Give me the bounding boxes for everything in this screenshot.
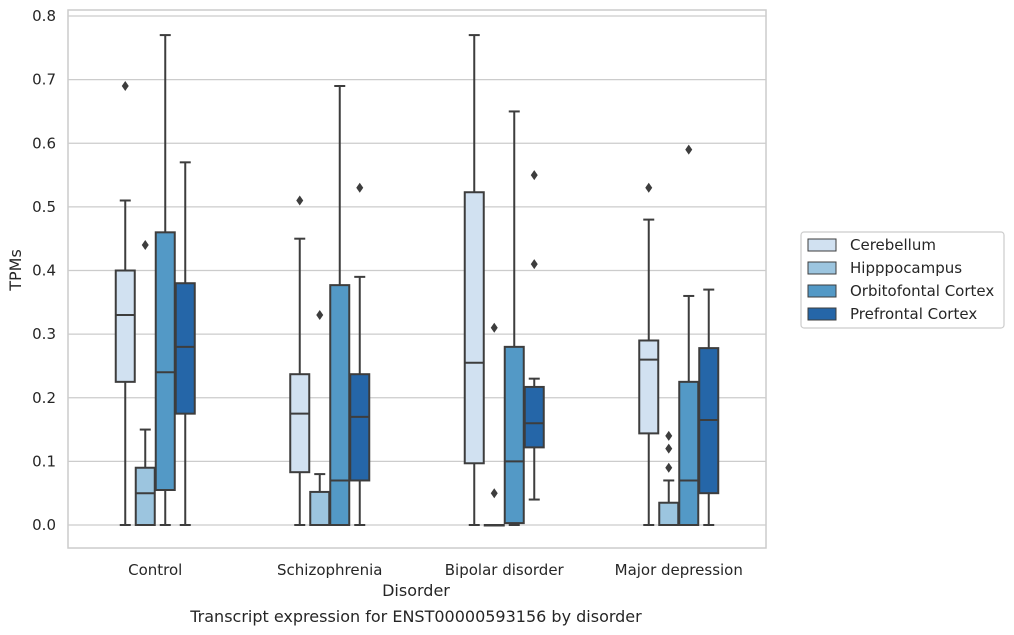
box bbox=[154, 231, 176, 492]
y-tick-label: 0.6 bbox=[32, 134, 56, 152]
x-axis-ticks: Control Schizophrenia Bipolar disorder Majo… bbox=[128, 561, 743, 579]
y-tick-label: 0.4 bbox=[32, 262, 56, 280]
plot-frame bbox=[67, 9, 767, 549]
box-orbitofontal-cortex bbox=[503, 110, 525, 526]
box bbox=[638, 339, 660, 435]
y-tick-label: 0.5 bbox=[32, 198, 56, 216]
box bbox=[289, 373, 311, 474]
legend-swatch bbox=[807, 284, 837, 298]
outlier-point bbox=[490, 488, 498, 499]
x-tick-label: Control bbox=[128, 561, 182, 579]
outlier-point bbox=[356, 182, 364, 193]
outlier-point bbox=[141, 240, 149, 251]
box-prefrontal-cortex bbox=[698, 288, 720, 526]
box bbox=[174, 282, 196, 415]
box bbox=[503, 345, 525, 525]
y-tick-label: 0.2 bbox=[32, 389, 56, 407]
y-tick-label: 0.3 bbox=[32, 325, 56, 343]
box bbox=[329, 284, 351, 527]
box bbox=[523, 385, 545, 449]
box-prefrontal-cortex bbox=[523, 170, 545, 501]
box bbox=[114, 269, 136, 383]
outlier-point bbox=[530, 170, 538, 181]
chart-caption: Transcript expression for ENST0000059315… bbox=[189, 607, 642, 626]
y-axis-label: TPMs bbox=[6, 249, 25, 292]
legend-label: Prefrontal Cortex bbox=[850, 305, 977, 323]
y-axis-ticks: 0.0 0.1 0.2 0.3 0.4 0.5 0.6 0.7 0.8 bbox=[32, 7, 56, 534]
box-orbitofontal-cortex bbox=[329, 84, 351, 527]
outlier-point bbox=[665, 443, 673, 454]
outlier-point bbox=[316, 310, 324, 321]
box-orbitofontal-cortex bbox=[154, 34, 176, 526]
x-tick-label: Schizophrenia bbox=[277, 561, 382, 579]
box bbox=[678, 380, 700, 526]
box bbox=[134, 466, 156, 526]
outlier-point bbox=[685, 144, 693, 155]
x-tick-label: Bipolar disorder bbox=[445, 561, 565, 579]
box-cerebellum bbox=[114, 80, 136, 526]
box bbox=[349, 373, 371, 482]
x-tick-label: Major depression bbox=[615, 561, 743, 579]
outlier-point bbox=[665, 430, 673, 441]
y-tick-label: 0.1 bbox=[32, 452, 56, 470]
legend-label: Orbitofontal Cortex bbox=[850, 282, 994, 300]
box bbox=[463, 191, 485, 465]
legend: Cerebellum Hipppocampus Orbitofontal Corte… bbox=[800, 231, 1005, 329]
box bbox=[309, 490, 331, 527]
legend-swatch bbox=[807, 261, 837, 275]
outlier-point bbox=[665, 462, 673, 473]
box-hipppocampus bbox=[658, 430, 680, 527]
box-orbitofontal-cortex bbox=[678, 144, 700, 526]
outlier-point bbox=[490, 322, 498, 333]
box-cerebellum bbox=[289, 195, 311, 526]
outlier-point bbox=[530, 259, 538, 270]
outlier-point bbox=[121, 80, 129, 91]
outlier-point bbox=[296, 195, 304, 206]
legend-swatch bbox=[807, 238, 837, 252]
y-tick-label: 0.8 bbox=[32, 7, 56, 25]
box-cerebellum bbox=[638, 182, 660, 526]
box bbox=[658, 501, 680, 527]
outlier-point bbox=[645, 182, 653, 193]
y-tick-label: 0.7 bbox=[32, 71, 56, 89]
box-plot-area bbox=[114, 34, 720, 527]
box-hipppocampus bbox=[309, 310, 331, 527]
y-tick-label: 0.0 bbox=[32, 516, 56, 534]
box-hipppocampus bbox=[483, 322, 505, 527]
legend-swatch bbox=[807, 307, 837, 321]
legend-label: Hipppocampus bbox=[850, 259, 962, 277]
legend-frame bbox=[800, 231, 1005, 329]
x-axis-label: Disorder bbox=[382, 581, 450, 600]
box-hipppocampus bbox=[134, 240, 156, 526]
box-cerebellum bbox=[463, 34, 485, 526]
box-prefrontal-cortex bbox=[349, 182, 371, 526]
box-prefrontal-cortex bbox=[174, 161, 196, 526]
legend-label: Cerebellum bbox=[850, 236, 936, 254]
